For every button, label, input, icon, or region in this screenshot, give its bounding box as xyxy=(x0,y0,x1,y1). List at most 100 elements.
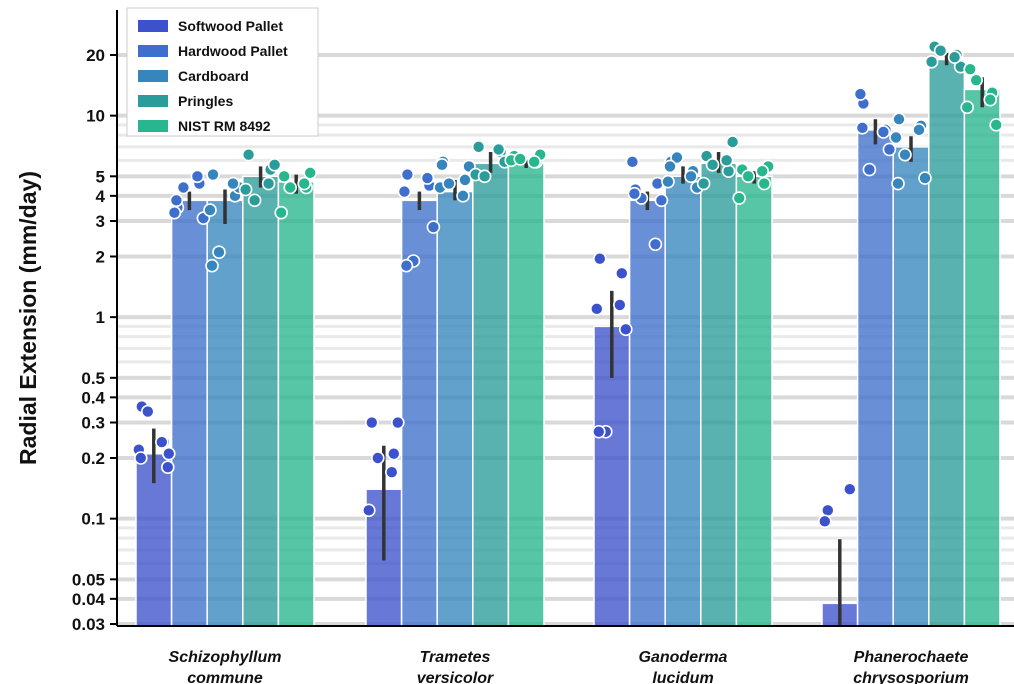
data-point xyxy=(205,258,219,273)
legend-label: Hardwood Pallet xyxy=(178,43,288,59)
data-point xyxy=(696,176,711,191)
data-point xyxy=(891,176,905,191)
data-point xyxy=(190,169,205,184)
bar xyxy=(928,58,966,627)
data-point xyxy=(898,147,912,162)
data-point xyxy=(757,176,772,191)
y-axis-label: Radial Extension (mm/day) xyxy=(15,171,41,465)
data-point xyxy=(924,55,939,69)
data-point xyxy=(277,169,292,184)
y-tick-label: 0.5 xyxy=(81,369,105,388)
data-point xyxy=(648,237,663,252)
data-point xyxy=(614,266,629,281)
data-point xyxy=(963,62,978,77)
data-point xyxy=(386,446,401,461)
data-point xyxy=(670,150,684,165)
x-category-label: Trametes xyxy=(420,649,491,666)
data-point xyxy=(820,503,835,518)
legend-label: NIST RM 8492 xyxy=(178,118,271,134)
y-tick-label: 0.05 xyxy=(72,570,105,589)
data-point xyxy=(458,173,472,187)
data-point xyxy=(591,424,606,439)
y-tick-label: 5 xyxy=(96,167,105,186)
y-tick-label: 3 xyxy=(96,212,105,231)
y-tick-label: 0.3 xyxy=(81,414,105,433)
bar xyxy=(664,175,702,627)
data-point xyxy=(627,186,642,201)
legend-swatch xyxy=(138,95,168,107)
data-point xyxy=(817,514,832,529)
bar xyxy=(170,199,208,627)
bar xyxy=(472,162,510,627)
data-point xyxy=(390,415,405,430)
data-point xyxy=(361,503,376,518)
data-point xyxy=(892,112,906,127)
data-point xyxy=(399,258,414,273)
data-point xyxy=(983,92,998,107)
y-tick-label: 1 xyxy=(96,308,105,327)
data-point xyxy=(513,152,528,166)
x-category-label: versicolor xyxy=(417,670,494,684)
data-point xyxy=(947,50,962,65)
data-point xyxy=(853,87,868,101)
data-point xyxy=(283,180,298,195)
bar xyxy=(242,175,280,627)
y-tick-label: 10 xyxy=(86,107,105,126)
data-point xyxy=(527,155,542,169)
data-point xyxy=(889,130,903,145)
data-point xyxy=(141,404,155,419)
data-point xyxy=(155,435,169,449)
data-point xyxy=(370,451,385,465)
data-point xyxy=(247,193,262,208)
y-tick-label: 0.03 xyxy=(72,615,105,634)
bar xyxy=(700,162,738,627)
data-point xyxy=(241,147,256,162)
bar xyxy=(735,175,773,627)
data-point xyxy=(876,125,891,139)
data-point xyxy=(725,135,740,149)
data-point xyxy=(176,180,191,195)
legend-swatch xyxy=(138,120,168,132)
data-point xyxy=(426,220,441,234)
data-point xyxy=(663,159,677,174)
bar xyxy=(277,180,315,627)
data-point xyxy=(589,302,604,316)
data-point xyxy=(212,245,226,260)
y-tick-label: 20 xyxy=(86,46,105,65)
x-category-label: Ganoderma xyxy=(639,649,728,666)
data-point xyxy=(719,153,734,168)
y-tick-label: 0.4 xyxy=(81,388,105,407)
data-point xyxy=(134,451,148,465)
bars xyxy=(135,58,1001,627)
y-tick-label: 0.04 xyxy=(72,590,106,609)
data-point xyxy=(471,140,486,154)
data-point xyxy=(267,158,282,172)
x-category-label: Phanerochaete xyxy=(854,649,969,666)
bar xyxy=(963,88,1001,627)
data-point xyxy=(203,203,217,217)
data-point xyxy=(167,205,182,220)
data-point xyxy=(384,465,399,480)
legend-swatch xyxy=(138,20,168,32)
data-point xyxy=(162,446,176,461)
data-point xyxy=(400,167,415,182)
data-point xyxy=(226,176,240,191)
y-tick-label: 4 xyxy=(96,187,106,206)
legend-swatch xyxy=(138,45,168,57)
x-category-label: chrysosporium xyxy=(853,670,969,684)
data-point xyxy=(912,123,926,137)
data-point xyxy=(684,169,698,184)
x-category-label: Schizophyllum xyxy=(169,649,282,666)
x-category-label: lucidum xyxy=(652,670,713,684)
data-point xyxy=(592,251,607,266)
data-point xyxy=(625,155,640,169)
bar xyxy=(436,190,474,627)
data-point xyxy=(435,158,449,172)
data-point xyxy=(456,189,470,203)
data-point xyxy=(161,460,175,475)
data-point xyxy=(960,100,975,115)
data-point xyxy=(297,176,312,191)
data-points xyxy=(132,39,1004,529)
data-point xyxy=(755,164,770,179)
